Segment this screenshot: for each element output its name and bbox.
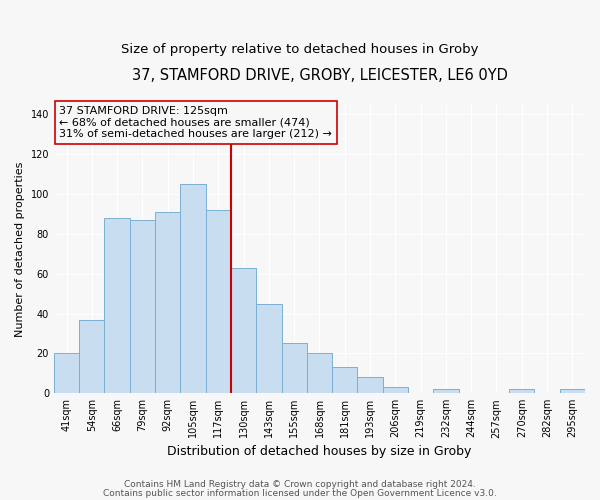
Bar (383, 387, 408, 393)
Y-axis label: Number of detached properties: Number of detached properties (15, 161, 25, 336)
Bar (54, 354, 79, 393)
X-axis label: Distribution of detached houses by size in Groby: Distribution of detached houses by size … (167, 444, 472, 458)
Bar (560, 389, 585, 393)
Bar (509, 389, 535, 393)
Bar (281, 344, 307, 393)
Bar (231, 268, 256, 393)
Title: 37, STAMFORD DRIVE, GROBY, LEICESTER, LE6 0YD: 37, STAMFORD DRIVE, GROBY, LEICESTER, LE… (131, 68, 508, 82)
Bar (433, 389, 458, 393)
Bar (256, 304, 281, 393)
Bar (155, 212, 181, 393)
Text: Size of property relative to detached houses in Groby: Size of property relative to detached ho… (121, 42, 479, 56)
Bar (358, 378, 383, 393)
Bar (181, 184, 206, 393)
Text: Contains public sector information licensed under the Open Government Licence v3: Contains public sector information licen… (103, 488, 497, 498)
Bar (307, 354, 332, 393)
Bar (104, 218, 130, 393)
Bar (79, 320, 104, 393)
Text: Contains HM Land Registry data © Crown copyright and database right 2024.: Contains HM Land Registry data © Crown c… (124, 480, 476, 489)
Text: 37 STAMFORD DRIVE: 125sqm
← 68% of detached houses are smaller (474)
31% of semi: 37 STAMFORD DRIVE: 125sqm ← 68% of detac… (59, 106, 332, 139)
Bar (206, 210, 231, 393)
Bar (130, 220, 155, 393)
Bar (332, 368, 358, 393)
